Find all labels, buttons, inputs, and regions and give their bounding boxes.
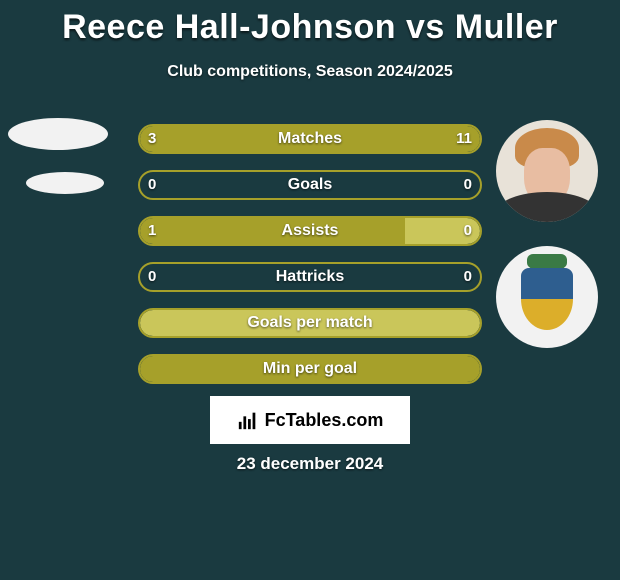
stat-bar-row: Goals per match xyxy=(138,308,482,338)
player-photo-badge xyxy=(496,120,598,222)
club-placeholder-ellipse xyxy=(26,172,104,194)
bar-value-left: 0 xyxy=(148,170,156,200)
bar-value-left: 1 xyxy=(148,216,156,246)
crest-shield xyxy=(521,268,573,330)
bar-label: Matches xyxy=(138,124,482,154)
watermark-text: FcTables.com xyxy=(265,410,384,431)
bar-value-left: 3 xyxy=(148,124,156,154)
date-text: 23 december 2024 xyxy=(0,454,620,474)
page-title: Reece Hall-Johnson vs Muller xyxy=(0,0,620,47)
stat-bar-row: Goals0 0 xyxy=(138,170,482,200)
bar-value-right: 0 xyxy=(464,216,472,246)
club-crest-badge xyxy=(496,246,598,348)
stat-bars: Matches311Goals00Assists10Hattricks00Goa… xyxy=(138,124,482,400)
bar-chart-icon xyxy=(237,409,259,431)
left-player-badges xyxy=(8,118,108,216)
bar-label: Hattricks xyxy=(138,262,482,292)
right-player-badges xyxy=(496,120,598,372)
comparison-infographic: Reece Hall-Johnson vs Muller Club compet… xyxy=(0,0,620,580)
bar-label: Assists xyxy=(138,216,482,246)
bar-value-left: 0 xyxy=(148,262,156,292)
stat-bar-row: Matches3 11 xyxy=(138,124,482,154)
stat-bar-row: Assists1 0 xyxy=(138,216,482,246)
bar-value-right: 0 xyxy=(464,262,472,292)
watermark-box: FcTables.com xyxy=(210,396,410,444)
stat-bar-row: Min per goal xyxy=(138,354,482,384)
avatar-shoulders xyxy=(497,192,597,222)
player-placeholder-ellipse xyxy=(8,118,108,150)
stat-bar-row: Hattricks0 0 xyxy=(138,262,482,292)
bar-label: Goals per match xyxy=(138,308,482,338)
bar-label: Goals xyxy=(138,170,482,200)
bar-label: Min per goal xyxy=(138,354,482,384)
bar-value-right: 11 xyxy=(456,124,472,154)
bar-value-right: 0 xyxy=(464,170,472,200)
subtitle: Club competitions, Season 2024/2025 xyxy=(0,63,620,81)
